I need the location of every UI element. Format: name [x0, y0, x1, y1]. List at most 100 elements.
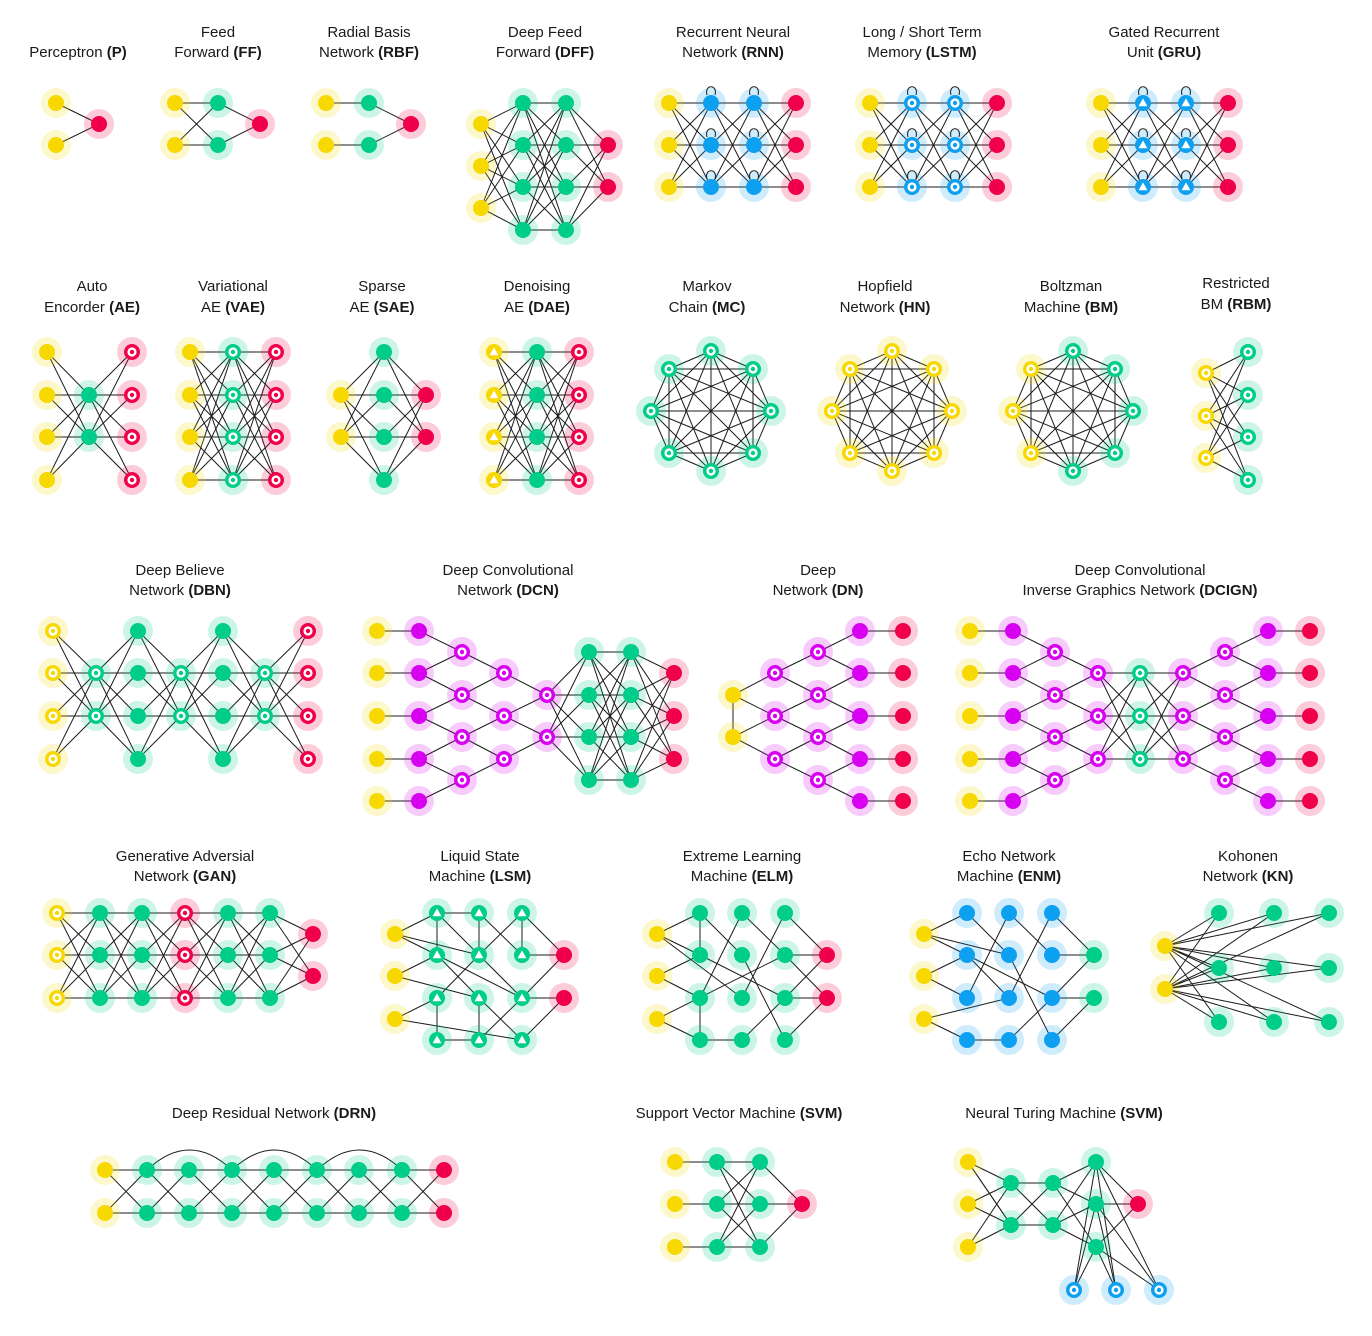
ntm-edge	[1073, 1246, 1097, 1291]
ae-abbr-text: (AE)	[109, 299, 140, 316]
drn-node	[387, 1155, 417, 1185]
drn-skip-edge	[316, 1149, 403, 1171]
drn-node	[174, 1155, 204, 1185]
gru-edge	[1142, 102, 1187, 188]
dcign-node	[1253, 701, 1283, 731]
dbn-edge	[95, 715, 139, 760]
lstm-loop	[907, 86, 917, 96]
rnn-edge	[753, 144, 797, 188]
dbn-node	[250, 701, 280, 731]
ae-label-line-1: Auto	[77, 278, 108, 295]
dff-edge	[565, 186, 609, 231]
gan-abbr-text: (GAN)	[193, 868, 236, 885]
dbn-node	[81, 658, 111, 688]
rbf-node	[311, 130, 341, 160]
rbm-edge	[1205, 351, 1249, 459]
ae-node	[117, 337, 147, 367]
gru-label-line-1: Gated Recurrent	[1109, 24, 1221, 41]
gru-node	[1171, 130, 1201, 160]
rnn-node	[781, 88, 811, 118]
kn-node	[1259, 1007, 1289, 1037]
dff-edge	[522, 186, 567, 231]
dae-node	[564, 380, 594, 410]
dcign-node	[998, 786, 1028, 816]
elm-node	[727, 898, 757, 928]
dn-node	[760, 701, 790, 731]
kn-abbr-text: (KN)	[1262, 868, 1294, 885]
rbm-label-line-2: BM (RBM)	[1201, 296, 1272, 313]
rbf-node	[396, 109, 426, 139]
ae-node	[32, 380, 62, 410]
dcign-node	[1040, 722, 1070, 752]
dcn-name-text: Deep Convolutional	[443, 562, 574, 579]
lsm-edge	[521, 954, 565, 999]
hn-node	[835, 354, 865, 384]
dcn-node	[362, 616, 392, 646]
ntm-edge	[967, 1182, 1012, 1248]
ntm-node	[953, 1232, 983, 1262]
ae-edge	[88, 351, 133, 438]
svm-node	[702, 1147, 732, 1177]
sae-node	[411, 380, 441, 410]
p-name-text: Perceptron	[29, 44, 102, 61]
dcn-node	[404, 616, 434, 646]
kn-edge	[1164, 912, 1220, 947]
rbm-name-text: Restricted	[1202, 275, 1270, 292]
lstm-name-text: Long / Short Term	[863, 24, 982, 41]
dae-edge	[493, 351, 538, 481]
gru-edge	[1100, 102, 1144, 146]
lstm-loop	[907, 128, 917, 138]
enm-edge	[1008, 912, 1053, 956]
rnn-node	[696, 86, 726, 118]
rbf-name-text: Radial Basis	[327, 24, 410, 41]
ff-node	[160, 88, 190, 118]
dff-edge	[480, 102, 524, 167]
lstm-node	[855, 88, 885, 118]
dcn-node	[447, 637, 477, 667]
gru-edge	[1142, 102, 1187, 146]
dbn-name-text: Deep Believe	[135, 562, 224, 579]
svm-edge	[759, 1161, 803, 1205]
dae-node	[522, 422, 552, 452]
sae-node	[369, 465, 399, 495]
enm-node	[1037, 898, 1067, 928]
ntm-node	[1123, 1189, 1153, 1219]
kn-node	[1314, 898, 1344, 928]
dbn-edge	[95, 630, 139, 717]
svm-node	[787, 1189, 817, 1219]
gru-name-text: Unit	[1127, 44, 1155, 61]
dn-node	[888, 616, 918, 646]
ntm-edge	[1010, 1182, 1054, 1226]
lstm-loop	[907, 170, 917, 180]
dcn-edge	[503, 736, 548, 760]
enm-node	[952, 983, 982, 1013]
kn-name-text: Kohonen	[1218, 848, 1278, 865]
kn-node	[1314, 953, 1344, 983]
dcign-node	[1210, 680, 1240, 710]
dae-label-line-1: Denoising	[504, 278, 571, 295]
kn-node	[1150, 931, 1180, 961]
lsm-node	[507, 940, 537, 970]
dbn-node	[38, 744, 68, 774]
enm-edge	[966, 912, 1010, 999]
ntm-edge	[967, 1224, 1012, 1248]
lstm-node	[855, 130, 885, 160]
mc-edge	[668, 368, 754, 454]
dbn-node	[208, 744, 238, 774]
dcn-node	[659, 744, 689, 774]
vae-node	[175, 465, 205, 495]
rbf-node	[354, 88, 384, 118]
gru-node	[1128, 130, 1158, 160]
dn-node	[888, 658, 918, 688]
bm-node	[1016, 354, 1046, 384]
vae-name-text: Variational	[198, 278, 268, 295]
lstm-loop	[950, 170, 960, 180]
ntm-node	[1101, 1275, 1131, 1305]
dae-label-line-2: AE (DAE)	[504, 299, 570, 316]
dff-edge	[522, 102, 567, 188]
drn-node	[302, 1198, 332, 1228]
drn-edge	[188, 1169, 233, 1214]
ae-node	[74, 422, 104, 452]
ff-label-line-1: Feed	[201, 24, 235, 41]
hn-label-line-2: Network (HN)	[840, 299, 931, 316]
